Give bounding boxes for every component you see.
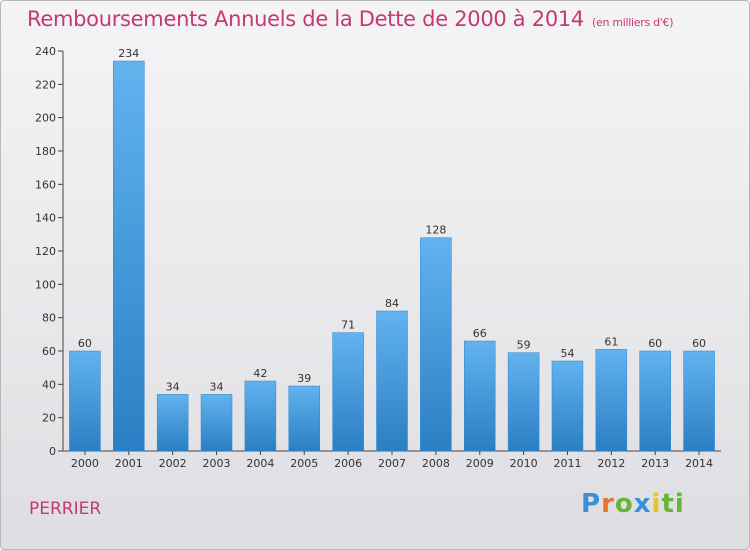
chart-title-text: Remboursements Annuels de la Dette de 20… — [27, 7, 584, 31]
y-tick-label: 120 — [35, 245, 56, 258]
bar — [639, 350, 671, 452]
data-label: 234 — [118, 47, 139, 60]
x-tick-label: 2002 — [159, 457, 187, 470]
x-tick-label: 2005 — [290, 457, 318, 470]
y-tick-label: 200 — [35, 112, 56, 125]
y-tick-label: 180 — [35, 145, 56, 158]
data-label: 42 — [253, 367, 267, 380]
bar — [244, 380, 277, 452]
bar — [69, 350, 101, 452]
bar — [200, 394, 233, 452]
y-tick-label: 0 — [49, 445, 56, 458]
data-label: 128 — [425, 224, 446, 237]
bar — [376, 310, 408, 452]
data-label: 34 — [166, 380, 180, 393]
data-label: 39 — [297, 372, 311, 385]
chart-title: Remboursements Annuels de la Dette de 20… — [27, 7, 673, 31]
x-tick-label: 2003 — [203, 457, 231, 470]
y-tick-label: 20 — [42, 412, 56, 425]
x-tick-label: 2010 — [510, 457, 538, 470]
y-tick-label: 60 — [42, 345, 56, 358]
data-label: 60 — [648, 337, 662, 350]
x-tick-label: 2013 — [641, 457, 669, 470]
x-tick-label: 2006 — [334, 457, 362, 470]
commune-name: PERRIER — [29, 499, 102, 519]
data-label: 34 — [210, 380, 224, 393]
y-tick-label: 220 — [35, 78, 56, 91]
bar — [156, 394, 189, 452]
x-tick-label: 2000 — [71, 457, 99, 470]
x-tick-label: 2007 — [378, 457, 406, 470]
data-label: 60 — [692, 337, 706, 350]
x-tick-label: 2008 — [422, 457, 450, 470]
x-tick-label: 2009 — [466, 457, 494, 470]
x-tick-label: 2001 — [115, 457, 143, 470]
bar — [507, 352, 540, 452]
x-tick-label: 2004 — [246, 457, 274, 470]
bar — [288, 385, 321, 452]
data-label: 71 — [341, 319, 355, 332]
data-label: 61 — [604, 335, 618, 348]
y-tick-label: 100 — [35, 278, 56, 291]
data-label: 66 — [473, 327, 487, 340]
bar — [420, 237, 452, 452]
data-label: 84 — [385, 297, 399, 310]
bar — [683, 350, 715, 452]
bar — [463, 340, 496, 452]
y-tick-label: 80 — [42, 312, 56, 325]
y-tick-label: 240 — [35, 45, 56, 58]
y-tick-label: 40 — [42, 378, 56, 391]
x-tick-label: 2012 — [597, 457, 625, 470]
y-tick-label: 160 — [35, 178, 56, 191]
bar — [595, 349, 628, 452]
bar — [551, 360, 584, 452]
data-label: 54 — [560, 347, 574, 360]
y-tick-label: 140 — [35, 212, 56, 225]
bar — [113, 60, 145, 452]
data-label: 59 — [517, 339, 531, 352]
x-tick-label: 2014 — [685, 457, 713, 470]
data-label: 60 — [78, 337, 92, 350]
proxiti-logo: Proxiti — [581, 489, 685, 519]
x-tick-label: 2011 — [553, 457, 581, 470]
bar — [332, 332, 364, 452]
chart-unit: (en milliers d'€) — [592, 16, 674, 29]
